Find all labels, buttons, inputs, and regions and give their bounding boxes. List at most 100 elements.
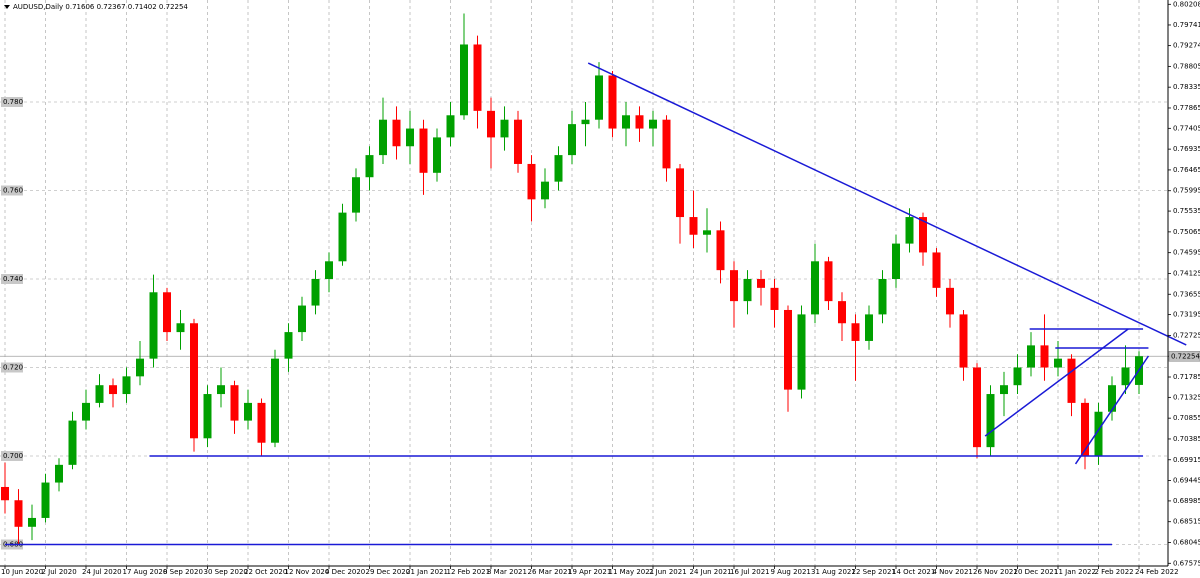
y-tick-label: 0.68515 (1173, 518, 1200, 526)
y-tick-label: 0.79741 (1173, 21, 1200, 29)
x-tick-label: 22 Oct 2020 (244, 568, 287, 576)
y-tick-label: 0.70855 (1173, 414, 1200, 422)
trend-line (587, 62, 1187, 346)
candle-body (1040, 345, 1049, 368)
x-tick-label: 31 Aug 2021 (811, 568, 856, 576)
candle-body (176, 323, 185, 333)
candle-body (149, 292, 158, 359)
x-tick-label: 22 Sep 2021 (852, 568, 896, 576)
candle-body (1054, 358, 1062, 368)
candle-body (217, 385, 225, 395)
x-tick-label: 16 Jul 2021 (730, 568, 770, 576)
x-tick-label: 26 Nov 2021 (973, 568, 1018, 576)
candle-body (284, 332, 293, 359)
candle-body (1, 486, 9, 501)
y-tick-label: 0.75065 (1173, 228, 1200, 236)
x-tick-label: 9 Aug 2021 (771, 568, 811, 576)
candle-body (838, 301, 846, 324)
y-tick-label: 0.68985 (1173, 497, 1200, 505)
candle-body (865, 314, 873, 341)
candle-body (811, 261, 819, 315)
candle-body (244, 402, 252, 421)
level-label: 0.760 (3, 187, 23, 195)
x-tick-label: 24 Jul 2020 (82, 568, 122, 576)
candle-body (743, 278, 752, 302)
candle-body (784, 309, 792, 390)
x-tick-label: 12 Feb 2021 (447, 568, 491, 576)
candle-body (28, 517, 36, 527)
candle-body (365, 155, 374, 178)
x-tick-label: 26 Mar 2021 (528, 568, 572, 576)
candle-body (878, 278, 887, 315)
candle-body (271, 358, 279, 443)
candle-body (1094, 411, 1103, 456)
title-icon (4, 5, 10, 9)
candle-body (973, 367, 981, 448)
candle-body (703, 230, 711, 235)
y-tick-label: 0.77865 (1173, 104, 1200, 112)
candle-body (55, 464, 63, 483)
y-tick-label: 0.75995 (1173, 187, 1200, 195)
x-tick-label: 12 Nov 2020 (285, 568, 330, 576)
candle-body (122, 376, 131, 395)
candle-body (473, 44, 482, 111)
y-tick-label: 0.69915 (1173, 456, 1200, 464)
candle-body (986, 394, 995, 448)
candle-body (82, 402, 90, 421)
candle-body (1013, 367, 1022, 386)
x-tick-label: 17 Aug 2020 (123, 568, 168, 576)
candle-body (1121, 367, 1130, 386)
x-tick-label: 20 Dec 2021 (1014, 568, 1059, 576)
candle-body (1108, 385, 1116, 412)
x-tick-label: 30 Sep 2020 (204, 568, 248, 576)
x-tick-label: 24 Feb 2022 (1135, 568, 1179, 576)
y-tick-label: 0.76465 (1173, 166, 1200, 174)
candle-body (419, 128, 428, 173)
candle-body (541, 181, 549, 200)
candle-body (608, 75, 617, 129)
y-tick-label: 0.71785 (1173, 373, 1200, 381)
y-tick-label: 0.73195 (1173, 311, 1200, 319)
y-tick-label: 0.72725 (1173, 331, 1200, 339)
level-label-bg (1, 450, 23, 461)
x-tick-label: 10 Jun 2020 (1, 568, 43, 576)
candle-body (1081, 402, 1089, 456)
y-tick-label: 0.67575 (1173, 559, 1200, 567)
candle-body (1067, 358, 1076, 403)
x-tick-label: 21 Jan 2021 (406, 568, 448, 576)
candle-body (919, 217, 927, 253)
level-label-bg (1, 97, 23, 108)
x-tick-label: 2 Jun 2021 (649, 568, 687, 576)
level-label-bg (1, 362, 23, 373)
candle-body (68, 420, 77, 465)
y-tick-label: 0.69445 (1173, 477, 1200, 485)
x-tick-label: 14 Oct 2021 (892, 568, 935, 576)
y-tick-label: 0.73655 (1173, 290, 1200, 298)
y-tick-label: 0.74595 (1173, 249, 1200, 257)
x-tick-label: 4 Nov 2021 (933, 568, 973, 576)
candle-body (460, 44, 468, 116)
x-tick-label: 4 Dec 2020 (325, 568, 365, 576)
y-tick-label: 0.79274 (1173, 42, 1200, 50)
level-label: 0.700 (3, 452, 23, 460)
y-tick-label: 0.75535 (1173, 207, 1200, 215)
candle-body (190, 323, 198, 439)
candle-body (892, 243, 900, 279)
candle-body (716, 230, 725, 271)
candle-body (500, 119, 509, 138)
x-tick-label: 8 Mar 2021 (487, 568, 527, 576)
candle-body (311, 278, 320, 306)
candle-body (163, 292, 171, 333)
candle-body (14, 500, 23, 527)
candle-body (595, 75, 603, 120)
y-tick-label: 0.78805 (1173, 62, 1200, 70)
candle-body (514, 119, 522, 164)
x-tick-label: 19 Apr 2021 (568, 568, 611, 576)
level-label: 0.740 (3, 275, 23, 283)
candle-body (203, 394, 212, 439)
current-price-label: 0.72254 (1171, 352, 1200, 360)
x-tick-label: 29 Dec 2020 (366, 568, 411, 576)
candle-body (487, 110, 495, 138)
